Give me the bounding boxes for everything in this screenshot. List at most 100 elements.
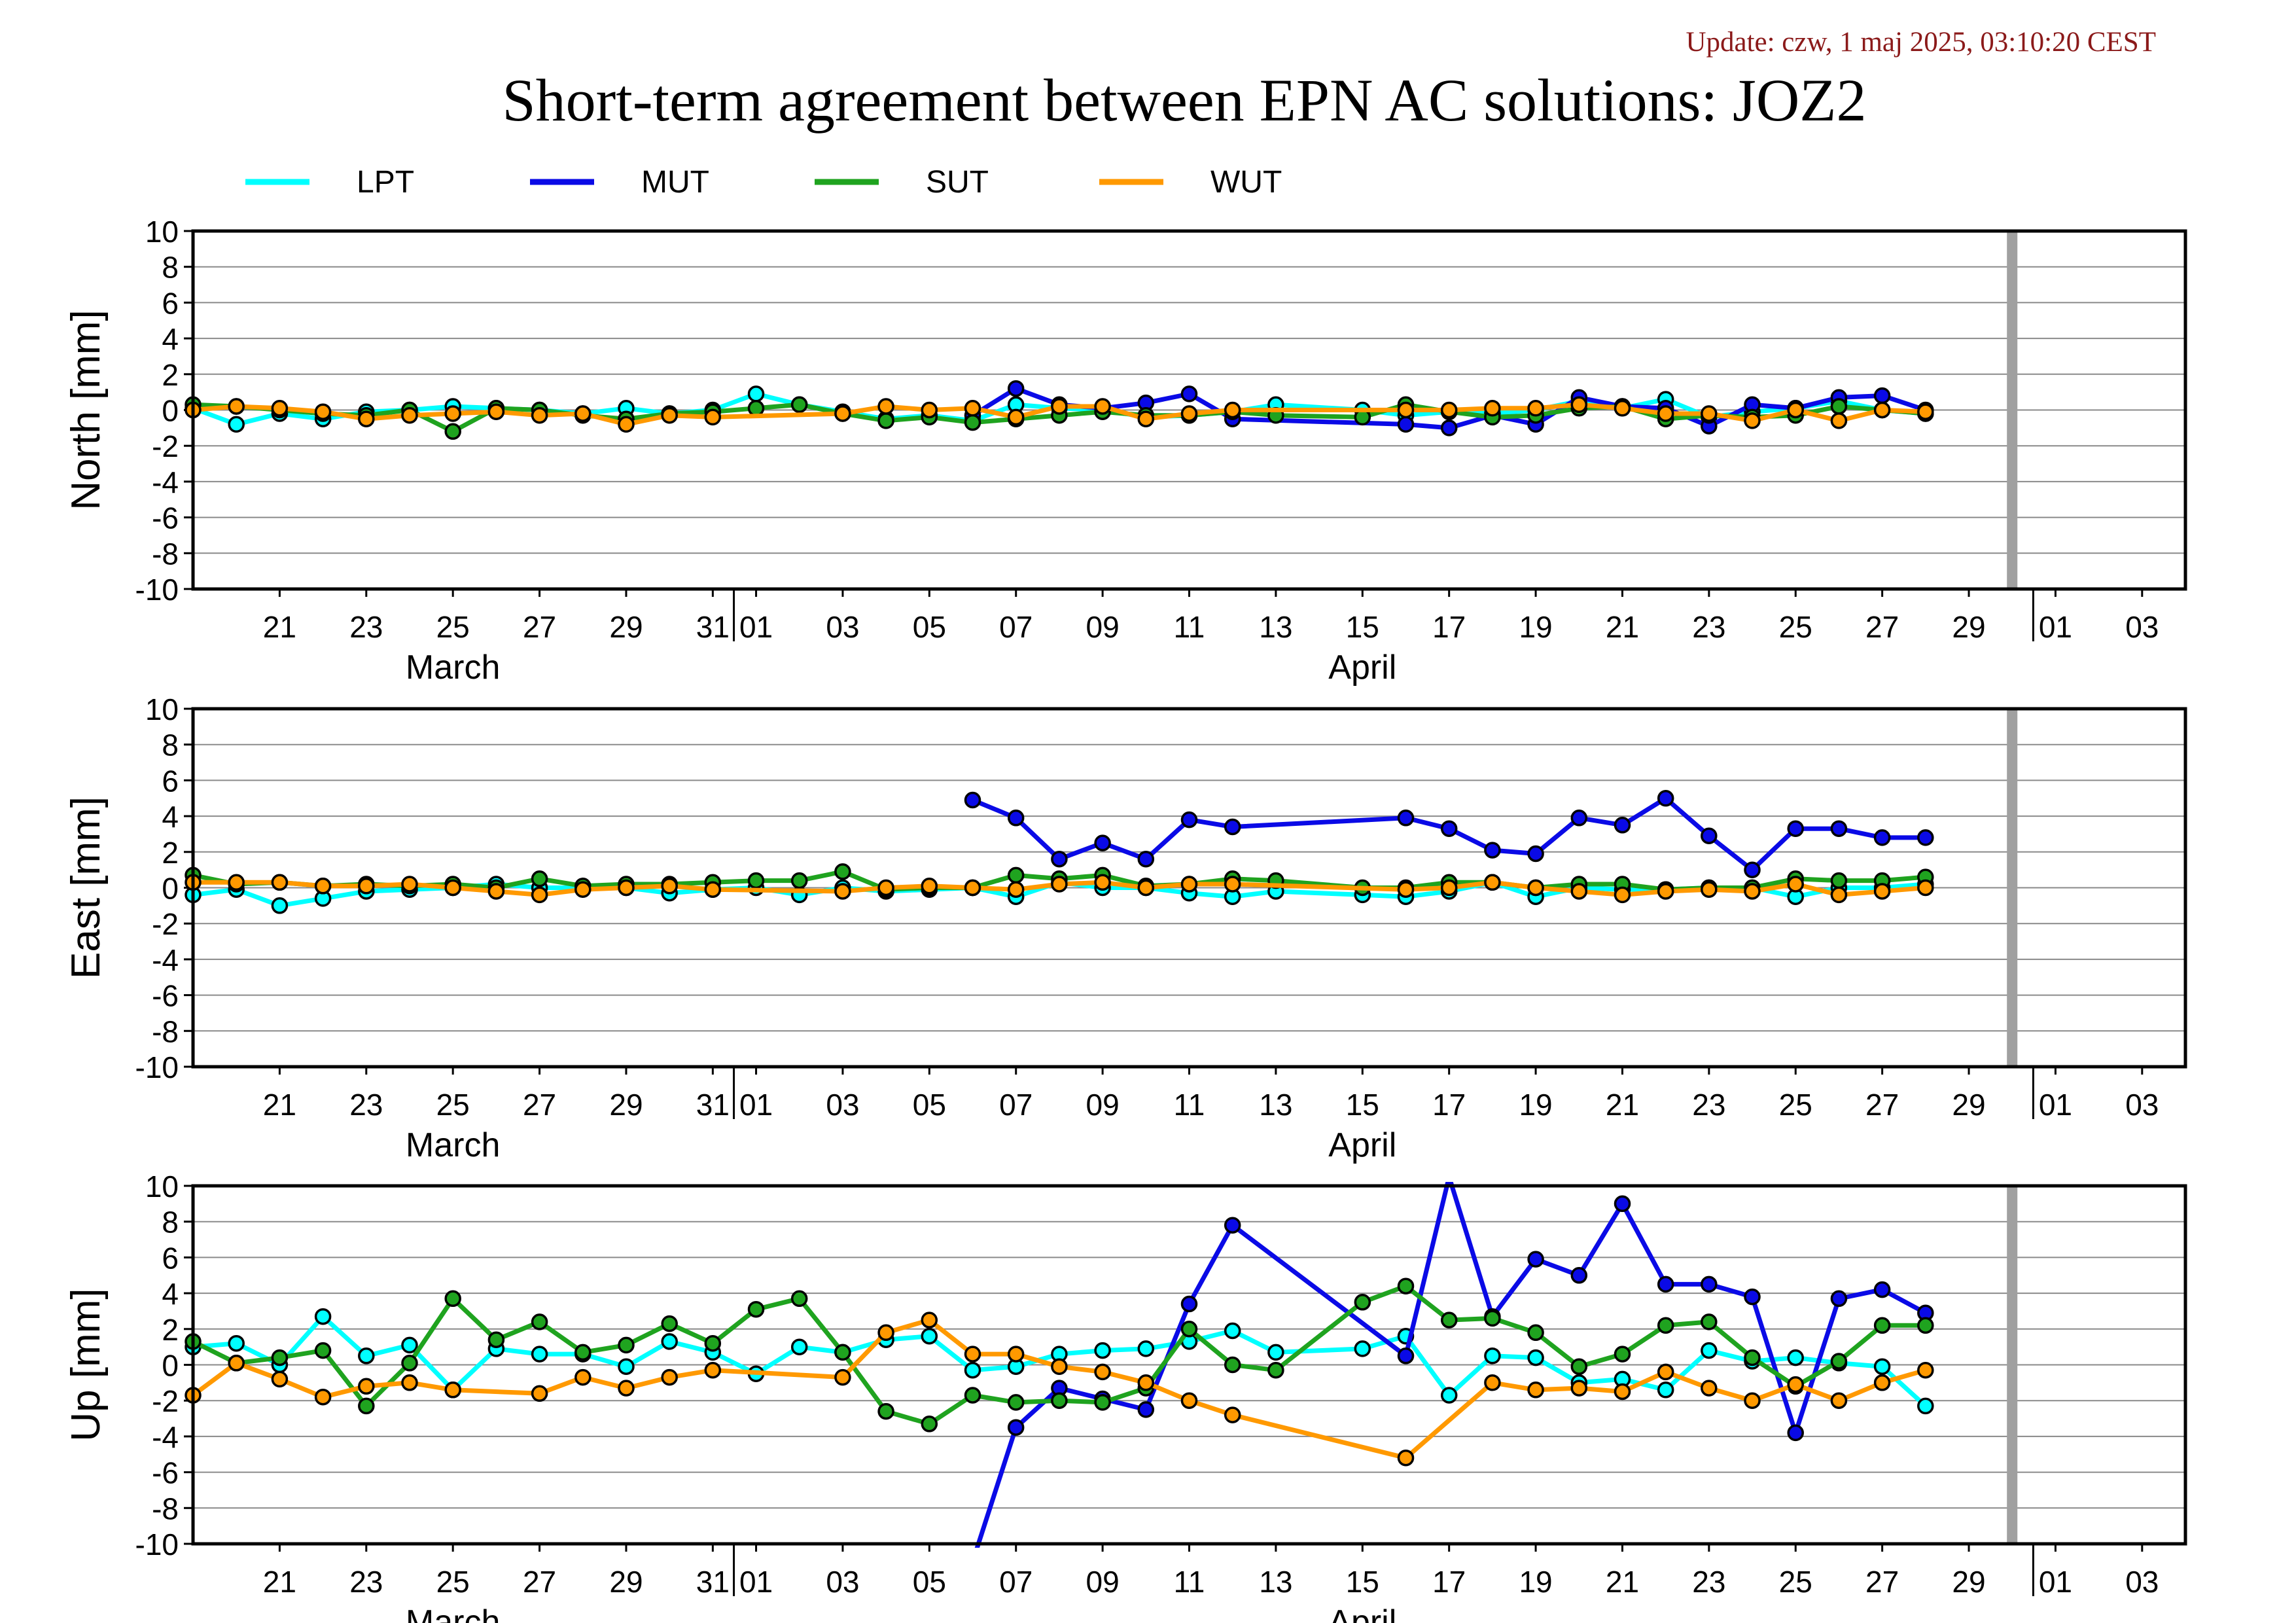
current-day-marker [2007, 709, 2018, 1067]
data-point-wut [574, 881, 592, 898]
x-tick-label: 25 [1779, 1565, 1812, 1599]
data-point-sut [964, 1387, 981, 1404]
x-tick-label: 29 [1952, 1088, 1985, 1122]
x-tick-label: 17 [1432, 1565, 1466, 1599]
y-tick-label: 2 [162, 358, 179, 392]
data-point-mut [1657, 1275, 1674, 1293]
data-point-lpt [271, 897, 289, 914]
data-point-wut [1440, 879, 1458, 897]
data-point-sut [1873, 1317, 1891, 1334]
data-point-wut [271, 1370, 289, 1388]
data-point-wut [1180, 1392, 1198, 1409]
data-point-wut [1180, 405, 1198, 422]
data-point-wut [1787, 401, 1804, 419]
data-point-sut [661, 1315, 678, 1332]
data-point-sut [618, 1336, 635, 1354]
data-point-lpt [1267, 1344, 1284, 1361]
x-tick-label: 17 [1432, 610, 1466, 644]
data-point-sut [1830, 398, 1848, 415]
y-tick-label: 4 [162, 800, 179, 834]
data-point-mut [1180, 1295, 1198, 1313]
data-point-wut [314, 403, 332, 420]
data-point-mut [1440, 820, 1458, 837]
x-tick-label: 11 [1174, 1088, 1205, 1122]
data-point-mut [1440, 419, 1458, 437]
data-point-wut [228, 874, 245, 891]
data-point-mut [1094, 834, 1111, 851]
data-point-wut [1527, 1382, 1544, 1399]
data-point-wut [1570, 396, 1588, 414]
y-tick-label: 0 [162, 394, 179, 428]
data-point-wut [358, 878, 375, 895]
data-point-lpt [1787, 1349, 1804, 1366]
data-point-mut [1397, 810, 1415, 827]
data-point-sut [1830, 872, 1848, 889]
data-point-wut [661, 1368, 678, 1386]
data-point-wut [1830, 1392, 1848, 1409]
data-point-mut [1787, 820, 1804, 837]
data-point-mut [1614, 1195, 1631, 1213]
data-point-mut [1007, 810, 1025, 827]
data-point-wut [618, 416, 635, 433]
data-point-mut [1484, 842, 1501, 859]
legend-label-wut: WUT [1210, 165, 1282, 200]
x-tick-label: 07 [999, 1088, 1033, 1122]
data-point-wut [1917, 1361, 1934, 1379]
x-tick-label: 03 [826, 610, 859, 644]
month-label: March [406, 1603, 500, 1623]
data-point-wut [1397, 401, 1415, 419]
data-point-wut [401, 876, 418, 893]
data-point-sut [1094, 1394, 1111, 1411]
x-tick-label: 07 [999, 610, 1033, 644]
data-point-sut [531, 1313, 548, 1330]
data-point-mut [1180, 811, 1198, 829]
x-tick-label: 23 [349, 1088, 383, 1122]
data-point-wut [877, 1324, 894, 1342]
data-point-wut [921, 878, 938, 895]
data-point-wut [271, 400, 289, 417]
chart-title: Short-term agreement between EPN AC solu… [502, 67, 1867, 134]
y-tick-label: 8 [162, 1205, 179, 1240]
data-point-wut [228, 1355, 245, 1372]
data-point-lpt [531, 1346, 548, 1363]
data-point-sut [1484, 1310, 1501, 1327]
data-point-sut [1701, 1313, 1718, 1330]
data-point-sut [704, 1334, 722, 1352]
data-point-lpt [1094, 1342, 1111, 1359]
data-point-mut [1137, 850, 1155, 868]
x-tick-label: 21 [263, 1088, 296, 1122]
data-point-wut [1007, 408, 1025, 426]
data-point-lpt [1137, 1340, 1155, 1357]
data-point-wut [1657, 1363, 1674, 1381]
data-point-wut [1051, 876, 1068, 893]
data-point-mut [1527, 1251, 1544, 1268]
data-point-wut [314, 1388, 332, 1406]
x-tick-label: 23 [1692, 1565, 1725, 1599]
data-point-wut [444, 405, 461, 422]
data-point-sut [314, 1342, 332, 1359]
x-tick-label: 21 [1606, 1565, 1639, 1599]
data-point-lpt [661, 1333, 678, 1350]
data-point-wut [1744, 412, 1761, 429]
data-point-mut [1527, 845, 1544, 863]
data-point-wut [1701, 1380, 1718, 1397]
data-point-mut [1787, 1424, 1804, 1442]
data-point-sut [1657, 1317, 1674, 1334]
y-tick-label: 10 [145, 215, 179, 249]
data-point-lpt [1873, 1358, 1891, 1375]
data-point-wut [1397, 881, 1415, 898]
data-point-wut [1094, 874, 1111, 891]
legend-label-mut: MUT [641, 165, 709, 200]
x-tick-label: 29 [1952, 1565, 1985, 1599]
y-tick-label: -10 [135, 1050, 179, 1084]
data-point-wut [1137, 879, 1155, 897]
data-point-sut [1180, 1321, 1198, 1338]
x-tick-label: 01 [2039, 1088, 2072, 1122]
x-tick-label: 09 [1086, 1565, 1120, 1599]
data-point-wut [704, 408, 722, 426]
x-tick-label: 21 [1606, 1088, 1639, 1122]
y-tick-label: 6 [162, 764, 179, 798]
x-tick-label: 23 [1692, 610, 1725, 644]
data-point-sut [1051, 1392, 1068, 1409]
data-point-mut [1917, 829, 1934, 846]
